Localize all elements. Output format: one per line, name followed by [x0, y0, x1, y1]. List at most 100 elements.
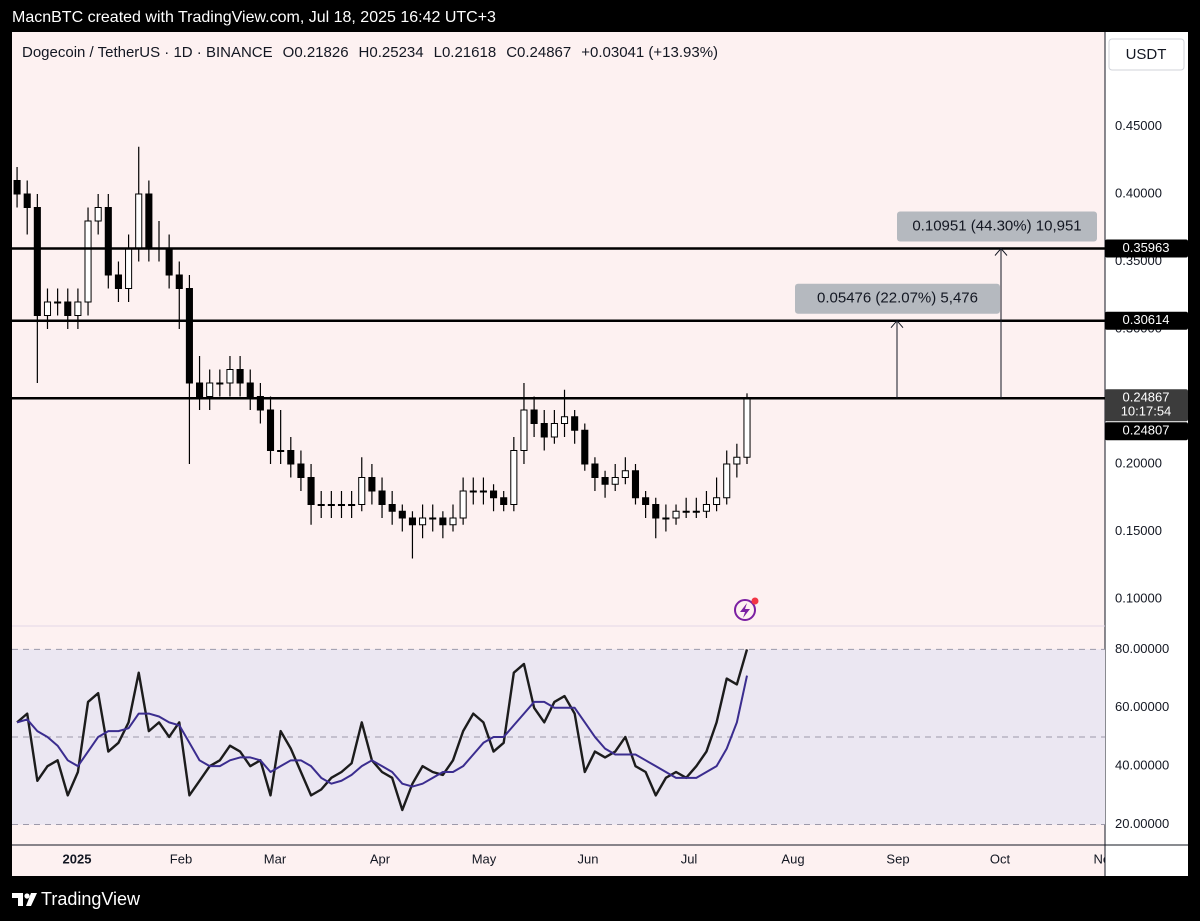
- rsi-tick-label: 80.00000: [1115, 641, 1169, 656]
- candle-body: [581, 429, 589, 465]
- currency: USDT: [1126, 46, 1167, 63]
- candle-body: [429, 517, 437, 520]
- candle-body: [236, 369, 244, 384]
- candle-body: [114, 274, 122, 289]
- alert-icon[interactable]: [734, 597, 759, 621]
- candle-body: [43, 301, 52, 316]
- candle-body: [358, 477, 366, 505]
- x-tick-label: Nov: [1093, 851, 1117, 866]
- candle-body: [571, 416, 579, 431]
- currency-box[interactable]: [1108, 38, 1185, 71]
- x-tick-label: Jul: [681, 851, 698, 866]
- candle-body: [530, 409, 538, 424]
- candle-body: [743, 397, 751, 458]
- rsi-line: [16, 675, 748, 788]
- ohlc-value: O0.21826: [283, 44, 349, 61]
- candle-body: [601, 477, 609, 485]
- countdown: 10:17:54: [1121, 404, 1172, 419]
- candle-body: [287, 450, 295, 465]
- ref-price-box: [1105, 422, 1188, 441]
- logo-mark: [12, 893, 23, 906]
- x-tick-label: 2025: [63, 851, 92, 866]
- candle-body: [631, 470, 640, 499]
- candle-body: [702, 504, 710, 512]
- candle-body: [408, 517, 416, 526]
- ohlc-value: +0.03041 (+13.93%): [581, 44, 718, 61]
- candle-body: [723, 463, 731, 499]
- price-tick-label: 0.20000: [1115, 455, 1162, 470]
- alert-bolt: [740, 603, 750, 618]
- candle-body: [216, 382, 224, 385]
- candle-body: [54, 301, 62, 304]
- candle-body: [469, 490, 477, 493]
- x-tick-label: Sep: [886, 851, 909, 866]
- candle-body: [662, 517, 670, 520]
- candle-body: [449, 517, 457, 526]
- candle-body: [713, 497, 721, 505]
- price-axis-panel: [1105, 32, 1188, 876]
- x-tick-label: Feb: [170, 851, 192, 866]
- candle-body: [672, 510, 680, 519]
- rsi-line: [16, 649, 749, 812]
- measure-label: 0.10951 (44.30%) 10,951: [912, 217, 1081, 234]
- candle-body: [540, 423, 548, 438]
- arrow-head: [890, 319, 904, 329]
- candle-body: [327, 504, 335, 506]
- rsi-band: [12, 649, 1105, 825]
- candle-body: [348, 504, 356, 506]
- candle-body: [439, 517, 447, 526]
- candle-body: [520, 409, 528, 451]
- x-tick-label: May: [472, 851, 497, 866]
- candle-body: [479, 490, 487, 493]
- ref-price: 0.24807: [1123, 423, 1170, 438]
- x-tick-label: Jun: [578, 851, 599, 866]
- brand-logo: [12, 893, 37, 906]
- candle-body: [33, 207, 41, 316]
- measure-label: 0.05476 (22.07%) 5,476: [817, 290, 978, 307]
- candle-body: [652, 504, 660, 519]
- arrow-head: [994, 247, 1008, 256]
- candle-body: [510, 450, 518, 505]
- ohlc-value: C0.24867: [506, 44, 571, 61]
- candle-body: [398, 510, 406, 519]
- level-price-box: [1105, 389, 1188, 422]
- candle-body: [733, 456, 741, 465]
- candle-body: [642, 497, 650, 505]
- alert-ring: [734, 599, 756, 621]
- symbol-title: Dogecoin / TetherUS · 1D · BINANCE: [22, 44, 273, 61]
- logo-dot: [24, 893, 30, 899]
- candle-body: [226, 369, 234, 384]
- candle-body: [337, 504, 346, 506]
- level-price-box: [1105, 239, 1188, 258]
- x-tick-label: Oct: [990, 851, 1011, 866]
- price-tick-label: 0.10000: [1115, 590, 1162, 605]
- time-axis: 2025 Feb Mar Apr May Jun Jul Aug Sep Oct Nov: [63, 851, 1117, 866]
- candle-body: [378, 490, 386, 505]
- level-price: 0.35963: [1123, 240, 1170, 255]
- candle-body: [490, 490, 498, 499]
- candle-body: [246, 382, 254, 397]
- credit: MacnBTC created with TradingView.com, Ju…: [12, 9, 496, 26]
- plot-area: [12, 146, 1105, 826]
- candle-body: [621, 470, 629, 478]
- candle-body: [266, 409, 275, 451]
- price-tick-label: 0.15000: [1115, 523, 1162, 538]
- candle-body: [64, 301, 72, 316]
- x-tick-label: Mar: [264, 851, 287, 866]
- candle-body: [256, 396, 264, 411]
- candle-body: [611, 477, 619, 485]
- candle-body: [206, 382, 214, 397]
- candle-body: [185, 288, 193, 384]
- candle-body: [591, 463, 599, 478]
- candle-body: [23, 193, 31, 208]
- candle-body: [550, 423, 558, 438]
- candle-body: [165, 247, 173, 276]
- level-price-box: [1105, 311, 1188, 330]
- level-price: 0.24867: [1123, 390, 1170, 405]
- candle-body: [135, 193, 143, 249]
- candle-body: [277, 450, 285, 452]
- candle-body: [145, 193, 153, 249]
- candle-body: [307, 477, 315, 505]
- candle-body: [388, 504, 396, 512]
- candle-body: [94, 207, 102, 222]
